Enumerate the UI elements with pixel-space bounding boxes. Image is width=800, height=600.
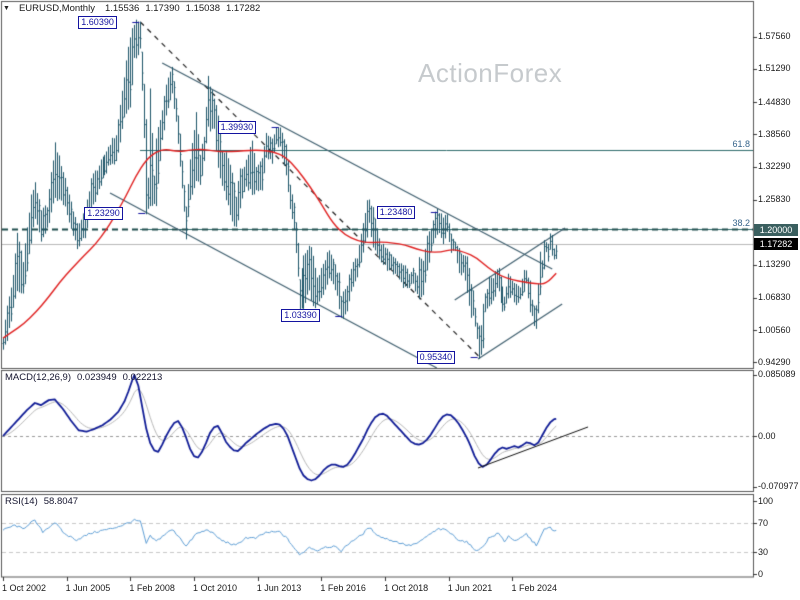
price-axis-label: 1.32290: [758, 161, 791, 172]
price-axis-label: 1.25830: [758, 194, 791, 205]
fib-level-label: 61.8: [732, 138, 750, 149]
price-axis-label: 1.57560: [758, 31, 791, 42]
chart-symbol-timeframe: EURUSD,Monthly: [18, 3, 95, 14]
key-level-tag: 1.20000: [754, 224, 798, 236]
date-axis-label: 1 Oct 2018: [384, 583, 429, 593]
date-axis-label: 1 Feb 2016: [320, 583, 366, 593]
date-axis-label: 1 Jun 2021: [447, 583, 493, 593]
rsi-axis-label: 0: [758, 568, 764, 579]
rsi-value: 58.8047: [43, 496, 79, 507]
price-axis-label: 1.44830: [758, 96, 791, 107]
ohlc-open: 1.15536: [104, 3, 140, 14]
date-axis-label: 1 Jun 2005: [65, 583, 111, 593]
date-axis-label: 1 Oct 2002: [2, 583, 47, 593]
macd-label: MACD(12,26,9): [5, 372, 71, 383]
date-axis-label: 1 Feb 2008: [129, 583, 175, 593]
price-annotation-label: 1.60390: [78, 15, 117, 29]
last-price-tag: 1.17282: [754, 238, 798, 250]
symbol-dropdown-icon[interactable]: ▼: [3, 5, 10, 12]
rsi-label: RSI(14): [5, 496, 38, 507]
rsi-axis-label: 30: [758, 546, 769, 557]
macd-signal-value: 0.022213: [122, 372, 163, 383]
price-axis-label: 1.06830: [758, 292, 791, 303]
price-axis-label: 1.13290: [758, 259, 791, 270]
rsi-axis-label: 70: [758, 517, 769, 528]
rsi-indicator-title: RSI(14) 58.8047: [5, 496, 78, 507]
price-axis-label: 1.00560: [758, 324, 791, 335]
price-annotation-label: 1.23290: [84, 206, 123, 220]
macd-indicator-title: MACD(12,26,9) 0.023949 0.022213: [5, 372, 162, 383]
macd-axis-label: 0.085089: [758, 369, 796, 380]
ohlc-close: 1.17282: [226, 3, 261, 14]
macd-axis-label: -0.070977: [758, 481, 799, 492]
price-axis-label: 0.94290: [758, 356, 791, 367]
macd-axis-label: 0.00: [758, 430, 776, 441]
actionforex-watermark: ActionForex: [418, 58, 563, 88]
price-axis-label: 1.51290: [758, 63, 791, 74]
macd-main-value: 0.023949: [77, 372, 117, 383]
fib-level-label: 38.2: [732, 218, 750, 229]
ohlc-low: 1.15038: [185, 3, 220, 14]
price-axis-label: 1.38560: [758, 128, 791, 139]
price-annotation-label: 1.23480: [376, 205, 416, 219]
date-axis-label: 1 Feb 2024: [511, 583, 557, 593]
price-annotation-label: 1.03390: [281, 309, 320, 323]
rsi-axis-label: 100: [758, 495, 774, 506]
date-axis-label: 1 Jun 2013: [256, 583, 302, 593]
price-annotation-label: 1.39930: [217, 120, 257, 134]
date-axis-label: 1 Oct 2010: [193, 583, 238, 593]
ohlc-high: 1.17390: [145, 3, 180, 14]
chart-title-bar: ▼ EURUSD,Monthly 1.15536 1.17390 1.15038…: [3, 3, 260, 14]
price-annotation-label: 0.95340: [416, 350, 456, 364]
